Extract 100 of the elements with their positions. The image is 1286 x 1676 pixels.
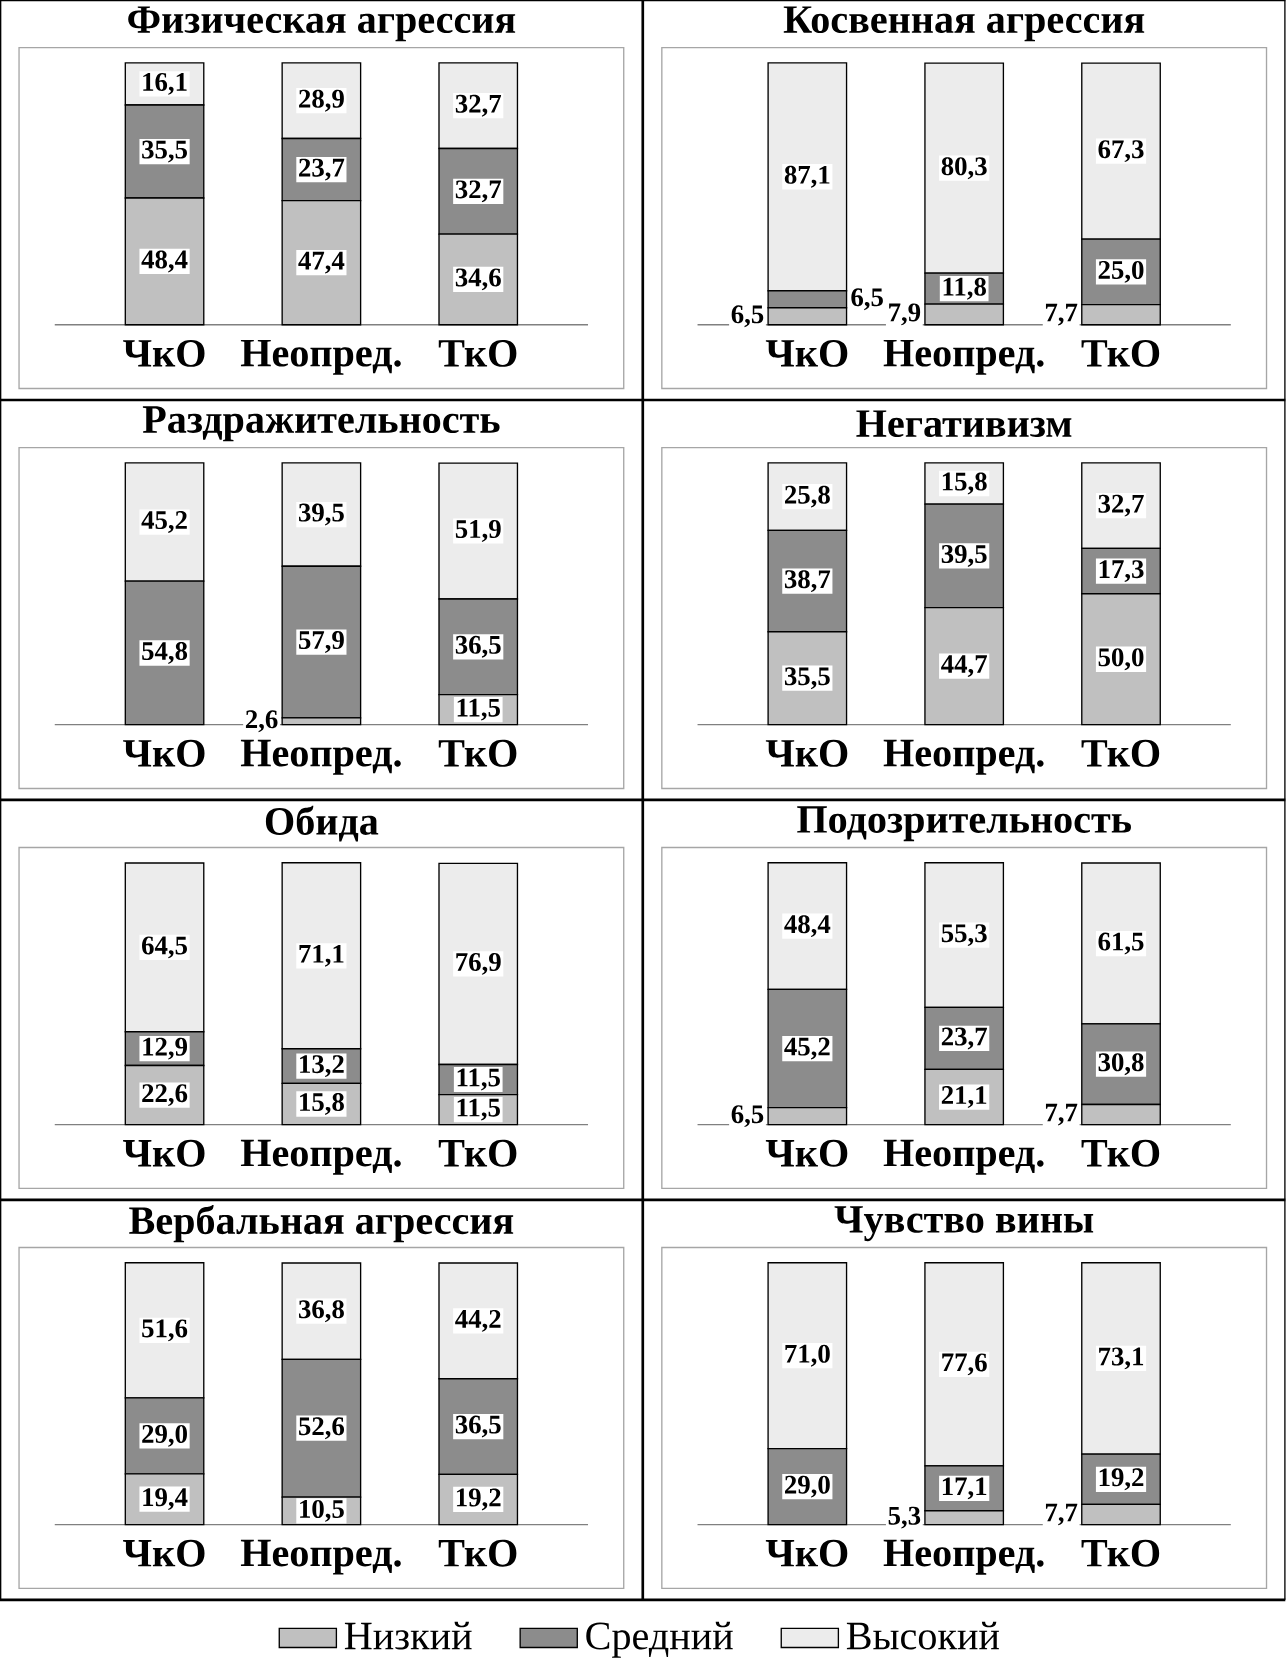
x-tick-label: ЧкО	[123, 339, 205, 367]
data-label: 35,5	[142, 140, 188, 163]
legend-label: Низкий	[345, 1621, 472, 1650]
data-label: 32,7	[456, 180, 502, 203]
data-label: 6,5	[731, 305, 764, 328]
chart-title: Чувство вины	[834, 1206, 1094, 1242]
x-tick-label: ТкО	[438, 339, 517, 367]
data-label: 17,1	[943, 1477, 987, 1500]
data-label: 47,4	[298, 251, 345, 274]
data-label: 6,5	[851, 288, 884, 311]
data-label: 10,5	[300, 1499, 345, 1522]
data-label: 29,0	[142, 1424, 188, 1447]
data-label: 45,2	[784, 1037, 830, 1060]
data-label: 13,2	[300, 1055, 344, 1078]
chart-title: Вербальная агрессия	[129, 1205, 514, 1243]
data-label: 36,5	[456, 1415, 501, 1438]
data-label: 19,2	[457, 1488, 501, 1511]
data-label: 39,5	[941, 545, 987, 567]
data-label: 44,2	[455, 1309, 501, 1332]
data-label: 71,0	[785, 1344, 830, 1367]
data-label: 52,6	[299, 1417, 345, 1440]
data-label: 7,7	[1046, 1503, 1078, 1526]
data-label: 28,9	[299, 89, 345, 112]
chart-title: Негативизм	[856, 410, 1072, 438]
data-label: 15,8	[943, 472, 987, 495]
data-label: 21,1	[942, 1086, 987, 1108]
x-tick-label: Неопред.	[883, 339, 1044, 375]
data-label: 87,1	[785, 165, 830, 188]
x-tick-label: Неопред.	[241, 339, 402, 375]
x-tick-label: ТкО	[1081, 1539, 1160, 1567]
data-label: 23,7	[299, 158, 345, 181]
data-label: 5,3	[888, 1506, 921, 1529]
data-label: 64,5	[142, 936, 188, 959]
x-tick-label: ТкО	[438, 1539, 517, 1567]
x-tick-label: ЧкО	[766, 1139, 848, 1167]
data-label: 76,9	[456, 952, 501, 975]
data-label: 7,9	[889, 303, 921, 326]
data-label: 22,6	[142, 1084, 188, 1107]
data-label: 32,7	[1098, 494, 1145, 517]
data-label: 77,6	[942, 1353, 988, 1376]
x-tick-label: ТкО	[1081, 339, 1160, 367]
data-label: 44,7	[941, 655, 988, 678]
data-label: 32,7	[456, 94, 502, 117]
data-label: 6,5	[731, 1105, 764, 1128]
chart-title: Подозрительность	[797, 806, 1132, 842]
data-label: 12,9	[143, 1037, 188, 1060]
x-tick-label: ЧкО	[123, 1139, 205, 1167]
data-label: 51,6	[142, 1319, 188, 1342]
data-label: 55,3	[942, 924, 987, 947]
data-label: 15,8	[300, 1093, 345, 1115]
x-tick-label: Неопред.	[241, 1139, 402, 1175]
x-tick-label: Неопред.	[883, 739, 1044, 775]
data-label: 71,1	[299, 944, 344, 967]
data-label: 7,7	[1046, 1103, 1078, 1126]
data-label: 25,8	[785, 485, 831, 508]
data-label: 11,5	[457, 1098, 501, 1121]
chart-title: Обида	[266, 805, 379, 842]
data-label: 23,7	[942, 1027, 988, 1050]
data-label: 80,3	[941, 157, 987, 180]
data-label: 39,5	[299, 503, 345, 526]
data-label: 30,8	[1098, 1053, 1144, 1076]
data-label: 16,1	[143, 72, 187, 95]
x-tick-label: ЧкО	[766, 739, 848, 767]
x-tick-label: ЧкО	[123, 739, 205, 767]
x-tick-label: Неопред.	[241, 1539, 402, 1575]
data-label: 48,4	[784, 915, 831, 938]
data-label: 35,5	[785, 667, 830, 690]
data-label: 51,9	[456, 520, 501, 542]
x-tick-label: ТкО	[438, 739, 517, 767]
data-label: 34,6	[456, 268, 502, 291]
data-label: 48,4	[141, 250, 188, 273]
data-label: 17,3	[1099, 560, 1144, 583]
data-label: 36,5	[456, 635, 501, 658]
legend-label: Средний	[586, 1621, 733, 1658]
x-tick-label: ТкО	[438, 1139, 517, 1167]
data-label: 45,2	[141, 511, 188, 533]
data-label: 29,0	[785, 1475, 830, 1498]
data-label: 2,6	[246, 710, 278, 733]
data-label: 11,5	[457, 1068, 501, 1091]
x-tick-label: ТкО	[1081, 739, 1160, 767]
chart-title: Физическая агрессия	[128, 6, 516, 42]
x-tick-label: Неопред.	[883, 1539, 1044, 1575]
data-label: 7,7	[1046, 303, 1078, 326]
data-label: 57,9	[299, 631, 345, 653]
data-label: 61,5	[1098, 932, 1144, 955]
x-tick-label: ЧкО	[123, 1539, 205, 1567]
legend-label: Высокий	[847, 1621, 1000, 1650]
data-label: 19,4	[143, 1488, 188, 1511]
data-label: 38,7	[785, 570, 831, 593]
x-tick-label: ЧкО	[766, 339, 848, 367]
x-tick-label: Неопред.	[883, 1139, 1044, 1175]
chart-title: Косвенная агрессия	[783, 6, 1145, 42]
x-tick-label: ЧкО	[766, 1539, 848, 1567]
data-label: 54,8	[142, 642, 188, 664]
data-label: 11,5	[457, 698, 501, 721]
data-label: 73,1	[1099, 1347, 1144, 1370]
data-label: 36,8	[299, 1300, 345, 1323]
data-label: 67,3	[1098, 140, 1144, 163]
chart-title: Раздражительность	[143, 406, 500, 442]
x-tick-label: ТкО	[1081, 1139, 1160, 1167]
